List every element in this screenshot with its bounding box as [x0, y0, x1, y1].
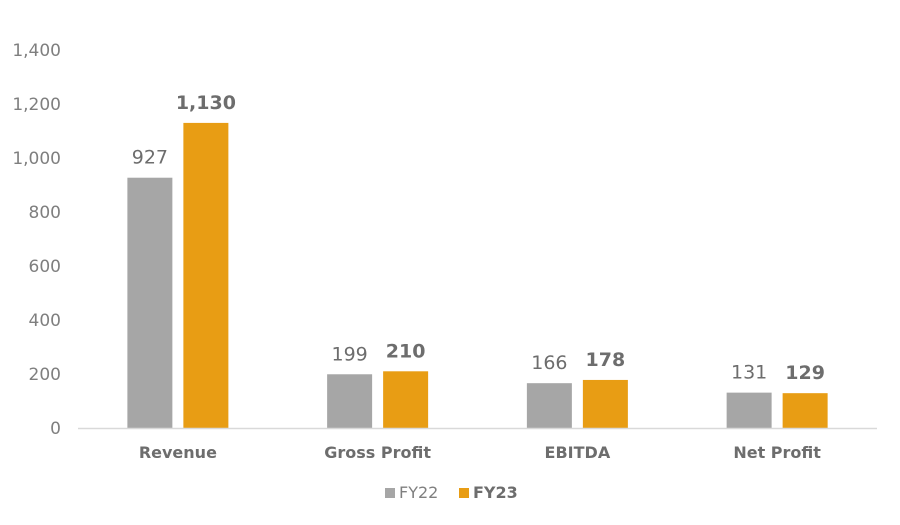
- y-axis: 0 200 400 600 800 1,000 1,200 1,400: [12, 41, 61, 439]
- legend-item-fy23: FY23: [459, 483, 518, 502]
- bar-group-revenue: 927 1,130: [127, 92, 236, 429]
- bar-fy22: [127, 177, 173, 428]
- bar-fy23: [383, 371, 429, 428]
- value-label-fy22: 166: [531, 352, 567, 374]
- legend-label-fy23: FY23: [473, 483, 518, 502]
- x-category-label: Net Profit: [733, 443, 821, 462]
- bar-fy23: [782, 393, 828, 428]
- bar-fy22: [526, 383, 572, 428]
- y-tick-label: 1,000: [12, 149, 61, 169]
- bar-fy23: [582, 379, 628, 428]
- y-tick-label: 0: [50, 419, 61, 439]
- bar-fy22: [726, 392, 772, 428]
- y-tick-label: 600: [29, 257, 61, 277]
- x-category-label: Gross Profit: [324, 443, 431, 462]
- value-label-fy22: 927: [132, 147, 168, 169]
- y-tick-label: 400: [29, 311, 61, 331]
- bar-group-net-profit: 131 129: [726, 362, 828, 428]
- y-tick-label: 200: [29, 365, 61, 385]
- value-label-fy23: 210: [386, 340, 426, 362]
- x-category-label: EBITDA: [545, 443, 611, 462]
- bars-group: 927 1,130 199 210 166 178 131 129: [127, 92, 828, 429]
- y-tick-label: 1,200: [12, 95, 61, 115]
- x-axis: Revenue Gross Profit EBITDA Net Profit: [78, 427, 877, 462]
- bar-group-gross-profit: 199 210: [327, 340, 429, 428]
- value-label-fy22: 131: [731, 362, 767, 384]
- value-label-fy23: 129: [785, 362, 825, 384]
- bar-fy23: [183, 122, 229, 429]
- x-category-label: Revenue: [139, 443, 217, 462]
- value-label-fy22: 199: [331, 343, 367, 365]
- legend-swatch-fy22: [385, 488, 395, 498]
- y-tick-label: 800: [29, 203, 61, 223]
- bar-fy22: [327, 374, 373, 428]
- legend-label-fy22: FY22: [399, 483, 438, 502]
- value-label-fy23: 178: [586, 349, 626, 371]
- bar-group-ebitda: 166 178: [526, 349, 628, 428]
- y-tick-label: 1,400: [12, 41, 61, 61]
- legend: FY22 FY23: [385, 483, 518, 502]
- legend-swatch-fy23: [459, 488, 469, 498]
- value-label-fy23: 1,130: [176, 92, 236, 114]
- legend-item-fy22: FY22: [385, 483, 438, 502]
